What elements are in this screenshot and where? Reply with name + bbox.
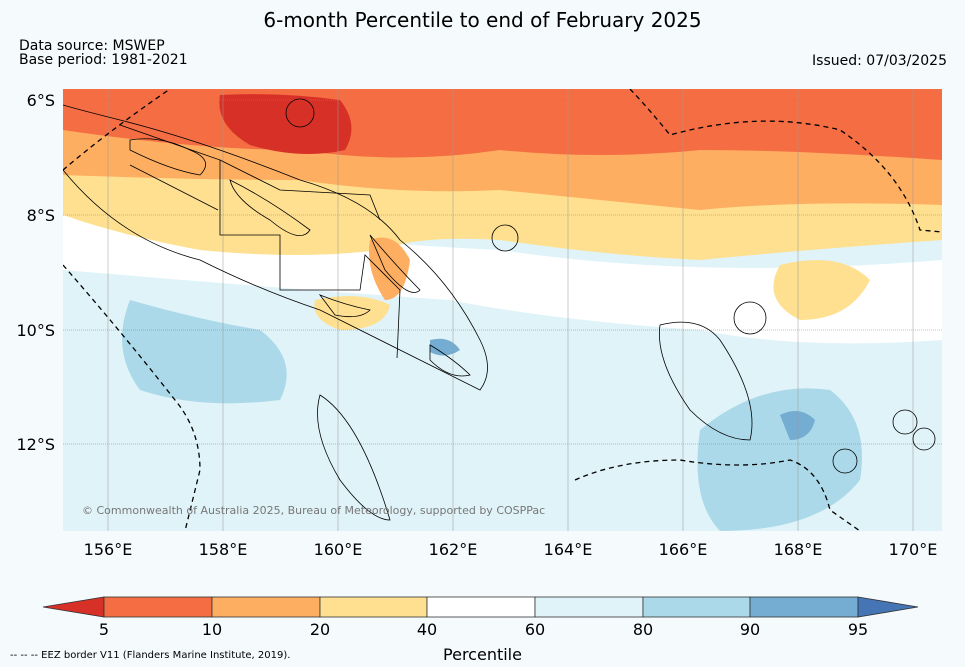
colorbar-bin: [642, 596, 751, 618]
lon-tick: 168°E: [774, 540, 823, 559]
lon-tick: 160°E: [314, 540, 363, 559]
lat-tick: 12°S: [16, 435, 55, 454]
lon-tick: 170°E: [889, 540, 938, 559]
lon-tick: 164°E: [544, 540, 593, 559]
colorbar-tick: 5: [99, 620, 109, 639]
lon-tick: 162°E: [429, 540, 478, 559]
colorbar-tick: 90: [740, 620, 760, 639]
base-period-label: Base period: 1981-2021: [19, 52, 188, 68]
lon-tick: 156°E: [84, 540, 133, 559]
colorbar-tick: 20: [310, 620, 330, 639]
colorbar-bin: [749, 596, 859, 618]
colorbar-tick: 40: [417, 620, 437, 639]
eez-border: [63, 89, 942, 531]
colorbar: 5 10 20 40 60 80 90 95: [42, 596, 919, 639]
colorbar-tick: 60: [525, 620, 545, 639]
lon-tick: 166°E: [659, 540, 708, 559]
copyright-text: © Commonwealth of Australia 2025, Bureau…: [82, 504, 545, 517]
colorbar-tick: 80: [633, 620, 653, 639]
colorbar-bin: [319, 596, 428, 618]
latitude-ticks: 6°S 8°S 10°S 12°S: [16, 91, 55, 454]
colorbar-low-extension: [42, 596, 105, 618]
lat-tick: 10°S: [16, 321, 55, 340]
colorbar-label: Percentile: [443, 645, 522, 664]
lat-tick: 6°S: [27, 91, 55, 110]
data-source-label: Data source: MSWEP: [19, 38, 165, 54]
longitude-ticks: 156°E 158°E 160°E 162°E 164°E 166°E 168°…: [84, 540, 938, 559]
lat-tick: 8°S: [27, 206, 55, 225]
colorbar-bin: [426, 596, 536, 618]
island-outlines: [63, 98, 936, 521]
colorbar-bin: [534, 596, 644, 618]
map-fill: [63, 89, 942, 531]
map-title: 6-month Percentile to end of February 20…: [263, 8, 702, 32]
graticule: [63, 99, 942, 445]
colorbar-bin: [211, 596, 321, 618]
percentile-map: 6°S 8°S 10°S 12°S 156°E 158°E 160°E 162°…: [16, 89, 942, 559]
lon-tick: 158°E: [199, 540, 248, 559]
colorbar-tick: 95: [848, 620, 868, 639]
issued-date: Issued: 07/03/2025: [812, 53, 947, 69]
eez-footnote: -- -- -- EEZ border V11 (Flanders Marine…: [10, 650, 291, 661]
colorbar-ticks: 5 10 20 40 60 80 90 95: [99, 620, 868, 639]
colorbar-tick: 10: [202, 620, 222, 639]
data-source-info: Data source: MSWEP Base period: 1981-202…: [19, 39, 188, 67]
colorbar-high-extension: [857, 596, 919, 618]
colorbar-bin: [103, 596, 213, 618]
meridians: [107, 89, 914, 531]
